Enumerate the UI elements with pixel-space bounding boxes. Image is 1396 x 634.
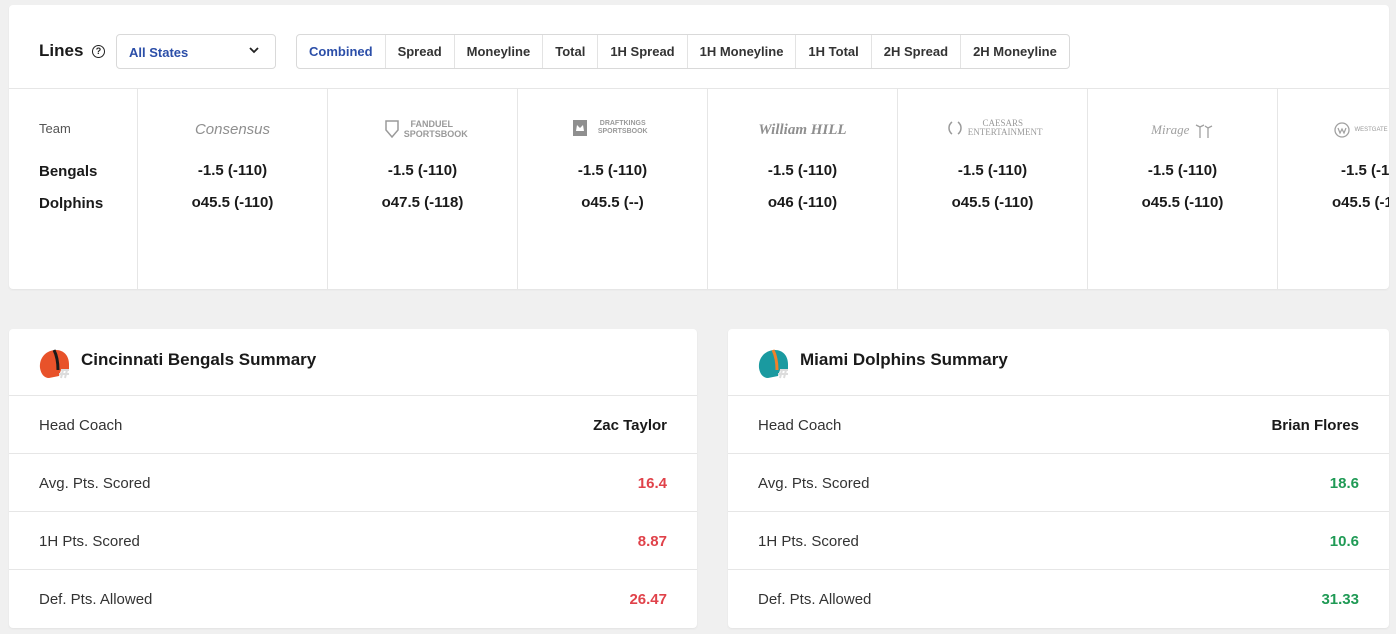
- odds-line[interactable]: -1.5 (-110): [1341, 162, 1389, 179]
- mirage-logo: Mirage: [1088, 119, 1277, 141]
- odds-line[interactable]: -1.5 (-110): [387, 162, 458, 179]
- helmet-stripe: [52, 349, 60, 371]
- summary-row-1h-pts: 1H Pts. Scored 10.6: [728, 512, 1389, 570]
- westgate-emblem-icon: [1334, 122, 1350, 138]
- tab-2h-spread[interactable]: 2H Spread: [872, 35, 962, 68]
- helmet-stripe: [771, 349, 779, 371]
- helmet-shell: [758, 350, 788, 378]
- summary-header: Miami Dolphins Summary: [728, 329, 1389, 396]
- odds-line[interactable]: o46 (-110): [767, 194, 838, 211]
- tab-total[interactable]: Total: [543, 35, 599, 68]
- lines-header: Lines ? All States Combined Spread Money…: [9, 5, 1389, 89]
- book-column-westgate[interactable]: WESTGATE -1.5 (-110) o45.5 (-110): [1278, 89, 1389, 289]
- odds-line[interactable]: -1.5 (-110): [577, 162, 648, 179]
- bengals-summary-card: Cincinnati Bengals Summary Head Coach Za…: [9, 329, 697, 628]
- row-label: Def. Pts. Allowed: [39, 591, 153, 608]
- helmet-icon: [39, 349, 69, 379]
- odds-line[interactable]: -1.5 (-110): [1147, 162, 1218, 179]
- row-label: Def. Pts. Allowed: [758, 591, 872, 608]
- row-value: 26.47: [629, 591, 667, 608]
- summary-title: Miami Dolphins Summary: [800, 350, 1008, 369]
- tab-spread[interactable]: Spread: [386, 35, 455, 68]
- state-select[interactable]: All States: [116, 34, 276, 69]
- odds-line[interactable]: o47.5 (-118): [381, 194, 464, 211]
- laurel-icon: [948, 121, 963, 135]
- book-column-draftkings[interactable]: DRAFTKINGS SPORTSBOOK -1.5 (-110) o45.5 …: [518, 89, 708, 289]
- summary-row-def-pts: Def. Pts. Allowed 31.33: [728, 570, 1389, 628]
- draftkings-logo: DRAFTKINGS SPORTSBOOK: [518, 119, 707, 141]
- book-column-fanduel[interactable]: FANDUEL SPORTSBOOK -1.5 (-110) o47.5 (-1…: [328, 89, 518, 289]
- summary-row-avg-pts: Avg. Pts. Scored 18.6: [728, 454, 1389, 512]
- tab-combined[interactable]: Combined: [297, 35, 386, 68]
- row-value: 31.33: [1321, 591, 1359, 608]
- odds-line[interactable]: o45.5 (-110): [1141, 194, 1224, 211]
- helmet-icon: [758, 349, 788, 379]
- odds-line[interactable]: o45.5 (--): [581, 194, 644, 211]
- market-tabs: Combined Spread Moneyline Total 1H Sprea…: [296, 34, 1070, 69]
- row-value: 16.4: [637, 475, 667, 492]
- williamhill-logo: William HILL: [758, 122, 847, 138]
- tab-1h-moneyline[interactable]: 1H Moneyline: [688, 35, 797, 68]
- row-label: Avg. Pts. Scored: [758, 475, 870, 492]
- consensus-logo: Consensus: [194, 121, 271, 138]
- tab-moneyline[interactable]: Moneyline: [455, 35, 544, 68]
- row-label: Head Coach: [758, 417, 842, 434]
- helmet-shell: [39, 350, 69, 378]
- row-label: Head Coach: [39, 417, 123, 434]
- team-column-header: Team: [39, 121, 71, 136]
- shield-icon: [385, 120, 400, 139]
- row-value: 10.6: [1329, 533, 1359, 550]
- team-column: Team Bengals Dolphins: [9, 89, 138, 289]
- palm-tree-icon: [1195, 124, 1213, 138]
- summary-row-avg-pts: Avg. Pts. Scored 16.4: [9, 454, 697, 512]
- odds-line[interactable]: -1.5 (-110): [197, 162, 268, 179]
- row-value: Brian Flores: [1271, 417, 1359, 434]
- team-name-bengals: Bengals: [39, 163, 98, 180]
- odds-line[interactable]: o45.5 (-110): [191, 194, 274, 211]
- summary-row-1h-pts: 1H Pts. Scored 8.87: [9, 512, 697, 570]
- row-label: 1H Pts. Scored: [758, 533, 859, 550]
- book-column-consensus[interactable]: Consensus -1.5 (-110) o45.5 (-110): [138, 89, 328, 289]
- crown-icon: [573, 120, 588, 136]
- fanduel-logo: FANDUEL SPORTSBOOK: [328, 119, 517, 141]
- book-column-williamhill[interactable]: William HILL -1.5 (-110) o46 (-110): [708, 89, 898, 289]
- tab-1h-spread[interactable]: 1H Spread: [598, 35, 688, 68]
- summary-title: Cincinnati Bengals Summary: [81, 350, 317, 369]
- odds-line[interactable]: o45.5 (-110): [951, 194, 1034, 211]
- odds-line[interactable]: -1.5 (-110): [957, 162, 1028, 179]
- row-label: 1H Pts. Scored: [39, 533, 140, 550]
- summary-row-def-pts: Def. Pts. Allowed 26.47: [9, 570, 697, 628]
- dolphins-summary-card: Miami Dolphins Summary Head Coach Brian …: [728, 329, 1389, 628]
- summary-header: Cincinnati Bengals Summary: [9, 329, 697, 396]
- help-icon[interactable]: ?: [92, 45, 105, 58]
- westgate-logo: WESTGATE: [1278, 119, 1389, 141]
- row-value: Zac Taylor: [593, 417, 667, 434]
- chevron-down-icon: [249, 47, 259, 54]
- odds-line[interactable]: -1.5 (-110): [767, 162, 838, 179]
- book-column-mirage[interactable]: Mirage -1.5 (-110) o45.5 (-110): [1088, 89, 1278, 289]
- state-select-value: All States: [129, 45, 189, 60]
- caesars-logo: CAESARS ENTERTAINMENT: [898, 119, 1087, 141]
- summary-row-head-coach: Head Coach Brian Flores: [728, 396, 1389, 454]
- row-value: 18.6: [1329, 475, 1359, 492]
- team-name-dolphins: Dolphins: [39, 195, 104, 212]
- book-column-caesars[interactable]: CAESARS ENTERTAINMENT -1.5 (-110) o45.5 …: [898, 89, 1088, 289]
- row-label: Avg. Pts. Scored: [39, 475, 151, 492]
- odds-line[interactable]: o45.5 (-110): [1332, 194, 1389, 211]
- lines-card: Lines ? All States Combined Spread Money…: [9, 5, 1389, 289]
- tab-1h-total[interactable]: 1H Total: [796, 35, 872, 68]
- tab-2h-moneyline[interactable]: 2H Moneyline: [973, 44, 1057, 59]
- summary-row-head-coach: Head Coach Zac Taylor: [9, 396, 697, 454]
- row-value: 8.87: [637, 533, 667, 550]
- lines-grid: Team Bengals Dolphins Consensus -1.5 (-1…: [9, 89, 1389, 289]
- lines-title: Lines: [39, 41, 84, 60]
